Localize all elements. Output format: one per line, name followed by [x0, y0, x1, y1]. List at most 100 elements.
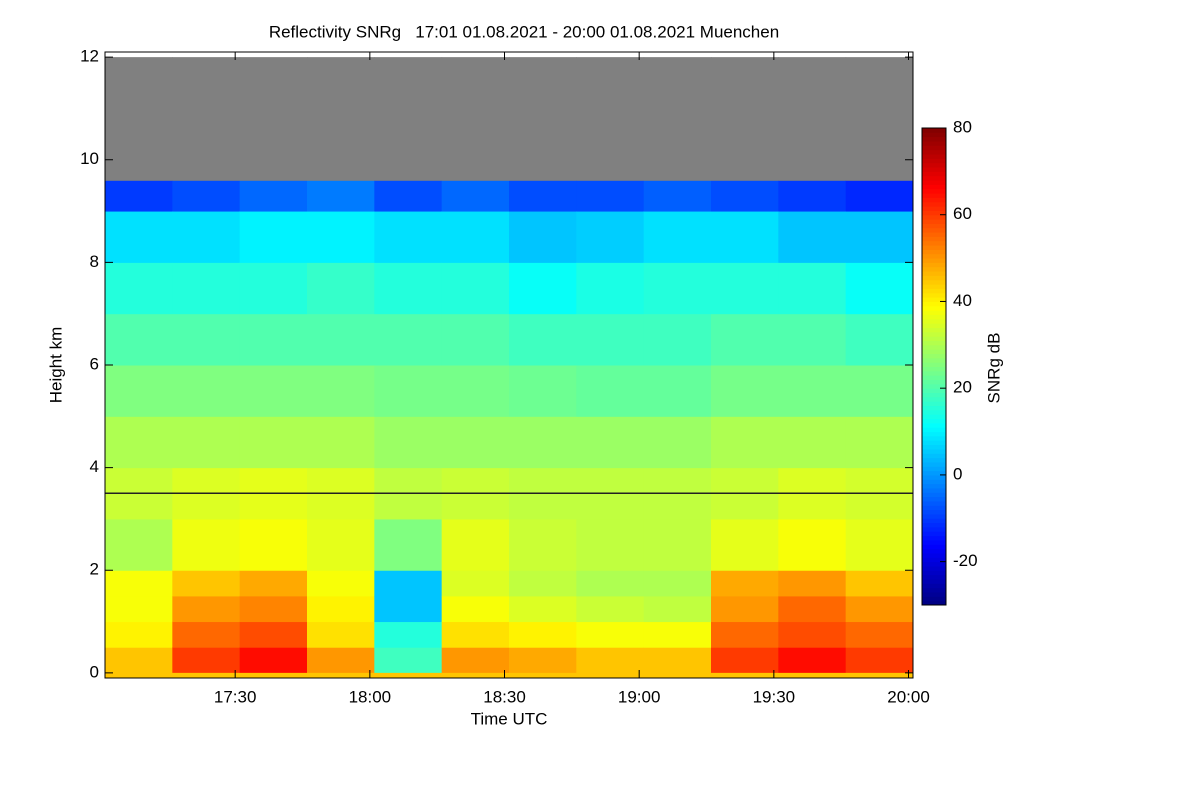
heatmap-cell: [307, 57, 375, 181]
heatmap-cell: [509, 416, 577, 469]
colorbar-swatch: [922, 132, 946, 138]
colorbar-swatch: [922, 362, 946, 367]
colorbar-swatch: [922, 236, 946, 242]
colorbar-swatch: [922, 435, 946, 441]
heatmap-cell: [509, 621, 577, 648]
heatmap-cell: [441, 595, 510, 623]
heatmap-cell: [845, 313, 914, 366]
heatmap-cell: [643, 621, 712, 648]
colorbar-swatch: [922, 591, 946, 597]
colorbar-swatch: [922, 349, 946, 354]
heatmap-cell: [576, 262, 645, 315]
colorbar-swatch: [922, 440, 946, 446]
x-tick-label: 17:30: [214, 687, 257, 706]
heatmap-cell: [576, 570, 645, 597]
colorbar-swatch: [922, 509, 946, 515]
heatmap-cell: [307, 313, 375, 366]
heatmap-cell: [576, 57, 645, 181]
heatmap-cell: [643, 570, 712, 597]
heatmap-cell: [711, 595, 779, 623]
heatmap-cell: [711, 621, 779, 648]
heatmap-cell: [239, 211, 308, 263]
heatmap-cell: [778, 313, 847, 366]
heatmap-cell: [576, 365, 645, 417]
colorbar-swatch: [922, 453, 946, 459]
heatmap-cell: [105, 570, 173, 597]
heatmap-cell: [441, 518, 510, 571]
heatmap-cell: [239, 595, 308, 623]
heatmap-cell: [845, 180, 914, 212]
heatmap-cell: [643, 211, 712, 263]
heatmap-cell: [441, 211, 510, 263]
colorbar-swatch: [922, 561, 946, 567]
heatmap-cell: [374, 313, 443, 366]
heatmap-cell: [576, 647, 645, 674]
colorbar-swatch: [922, 392, 946, 398]
heatmap-cell: [105, 211, 173, 263]
colorbar-swatch: [922, 544, 946, 550]
colorbar-swatch: [922, 466, 946, 472]
colorbar-swatch: [922, 496, 946, 502]
heatmap-cell: [307, 262, 375, 315]
heatmap-cell: [778, 262, 847, 315]
heatmap-cell: [576, 180, 645, 212]
heatmap-cell: [105, 518, 173, 571]
colorbar-swatch: [922, 336, 946, 341]
colorbar-swatch: [922, 570, 946, 576]
heatmap-cell: [441, 416, 510, 469]
heatmap-cell: [778, 570, 847, 597]
y-tick-label: 2: [90, 560, 99, 579]
heatmap-cell: [374, 595, 443, 623]
heatmap-cell: [643, 595, 712, 623]
colorbar-swatch: [922, 266, 946, 272]
heatmap-cell: [509, 211, 577, 263]
heatmap-cell: [105, 57, 173, 181]
heatmap-cell: [172, 57, 241, 181]
colorbar-swatch: [922, 431, 946, 437]
heatmap-cell: [778, 621, 847, 648]
colorbar-swatch: [922, 414, 946, 420]
colorbar-swatch: [922, 145, 946, 151]
colorbar-swatch: [922, 470, 946, 476]
colorbar-swatch: [922, 271, 946, 276]
heatmap-cell: [643, 262, 712, 315]
colorbar-swatch: [922, 253, 946, 259]
heatmap-cell: [374, 180, 443, 212]
x-axis-label: Time UTC: [471, 709, 548, 728]
colorbar-swatch: [922, 197, 946, 203]
colorbar-swatch: [922, 522, 946, 528]
colorbar-tick-label: 60: [953, 204, 972, 223]
heatmap-cell: [172, 262, 241, 315]
heatmap-cell: [172, 313, 241, 366]
heatmap-cell: [239, 365, 308, 417]
colorbar-swatch: [922, 492, 946, 498]
heatmap-cell: [441, 647, 510, 674]
colorbar-swatch: [922, 136, 946, 142]
y-tick-label: 0: [90, 662, 99, 681]
heatmap-cell: [105, 262, 173, 315]
colorbar-swatch: [922, 531, 946, 537]
heatmap-cell: [576, 595, 645, 623]
colorbar-swatch: [922, 175, 946, 181]
heatmap-cell: [778, 647, 847, 674]
colorbar-swatch: [922, 600, 946, 606]
colorbar-swatch: [922, 262, 946, 268]
colorbar-swatch: [922, 552, 946, 558]
colorbar-swatch: [922, 162, 946, 168]
colorbar-swatch: [922, 513, 946, 519]
colorbar-swatch: [922, 487, 946, 493]
colorbar-swatch: [922, 292, 946, 298]
heatmap-cell: [845, 416, 914, 469]
heatmap-cell: [441, 57, 510, 181]
y-tick-label: 10: [80, 149, 99, 168]
heatmap-cell: [374, 262, 443, 315]
colorbar-swatch: [922, 314, 946, 320]
colorbar-swatch: [922, 370, 946, 376]
heatmap-cell: [643, 365, 712, 417]
heatmap-cell: [643, 416, 712, 469]
heatmap-cell: [576, 518, 645, 571]
heatmap-cell: [105, 313, 173, 366]
colorbar-swatch: [922, 457, 946, 463]
colorbar-tick-label: 40: [953, 291, 972, 310]
colorbar-swatch: [922, 245, 946, 250]
